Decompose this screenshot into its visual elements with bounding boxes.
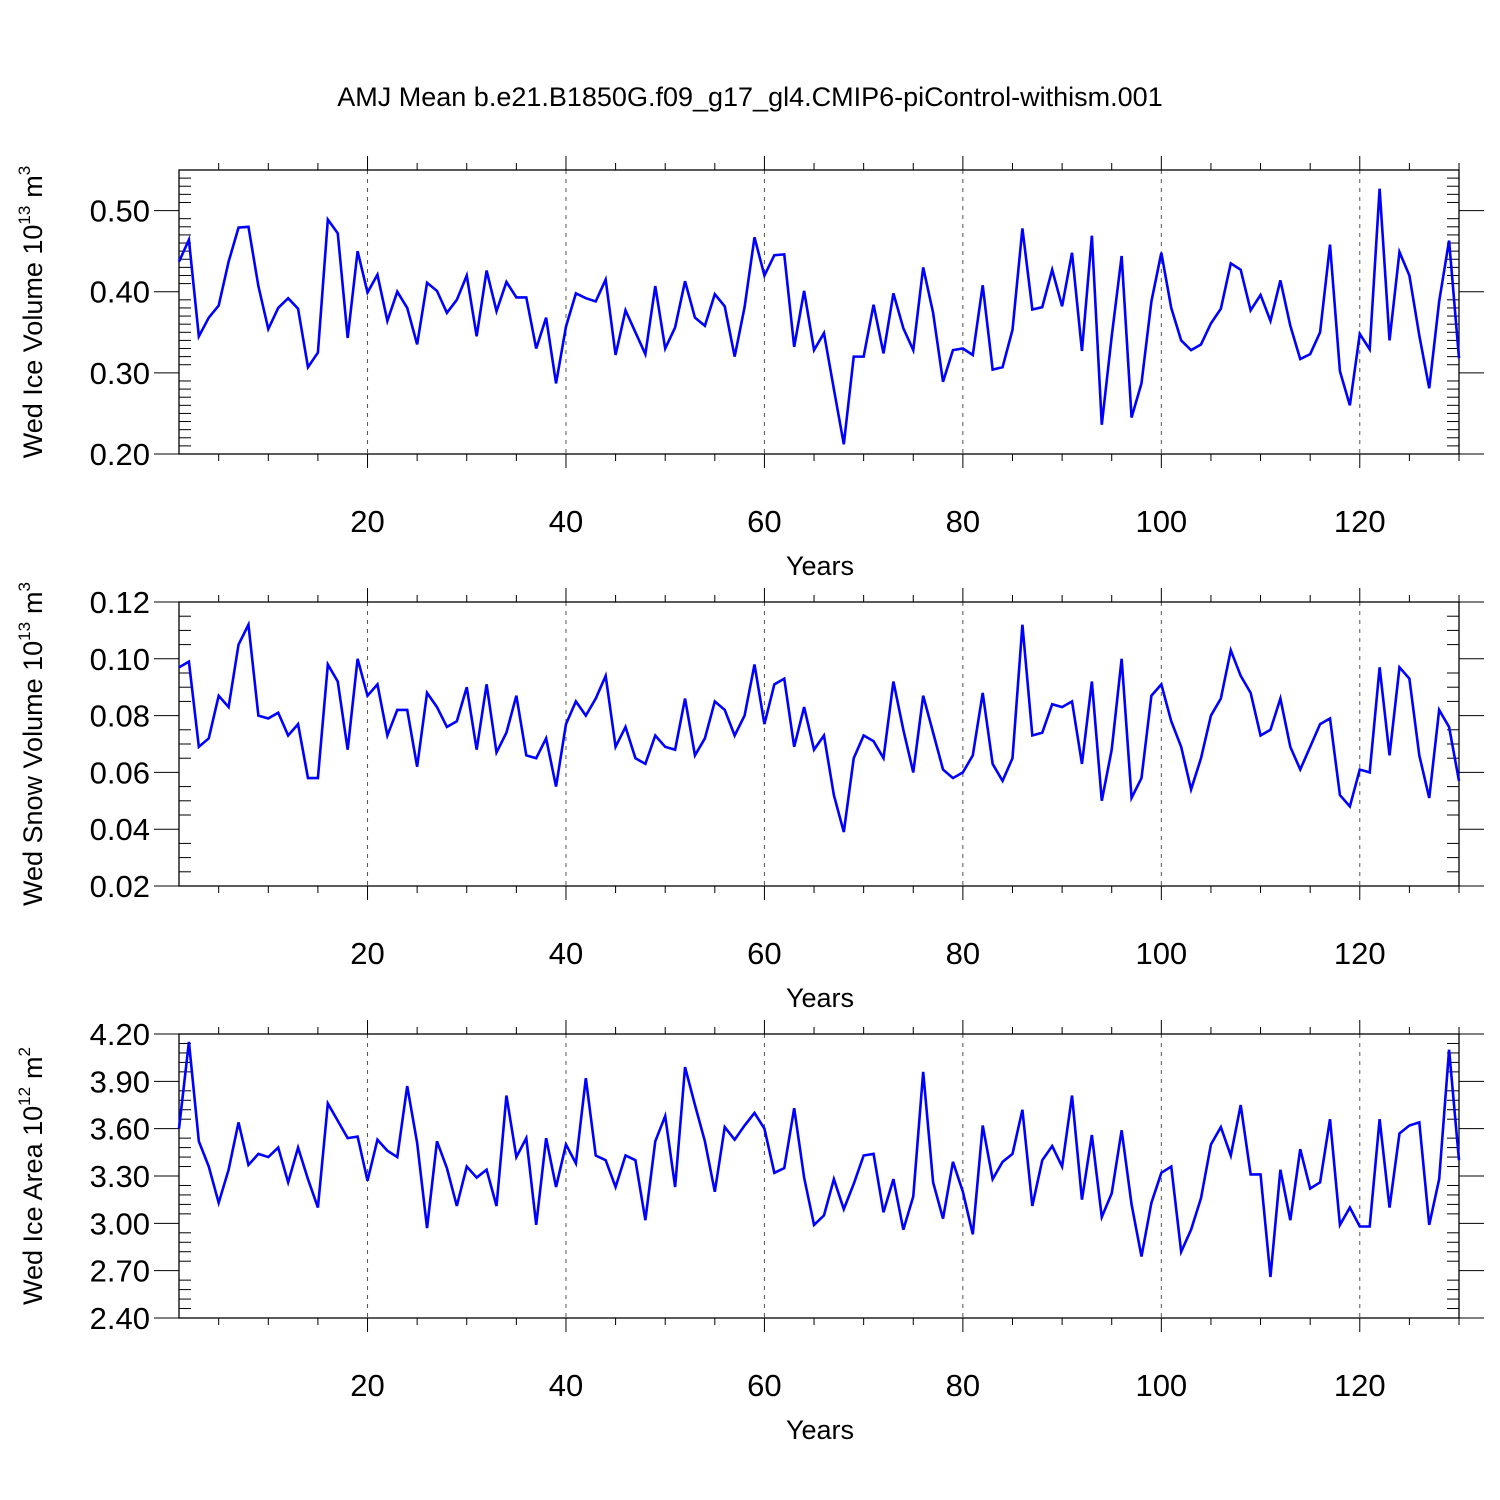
x-tick-label: 60: [747, 504, 781, 539]
x-tick-label: 120: [1334, 504, 1386, 539]
plot-frame: [178, 1033, 1460, 1319]
y-tick-label: 0.04: [90, 812, 150, 847]
y-tick-label: 2.70: [90, 1254, 150, 1289]
x-tick-label: 80: [946, 936, 980, 971]
plot-frame: [178, 169, 1460, 455]
y-tick-label: 0.08: [90, 699, 150, 734]
y-tick-label: 0.12: [90, 585, 150, 620]
x-tick-label: 100: [1135, 936, 1187, 971]
panel-snow-volume: 20 40 60 80 100 120 0.02 0.04 0.06 0.08 0.10 0.12 Ye…: [15, 582, 1484, 1013]
x-tick-label: 100: [1135, 1368, 1187, 1403]
x-tick-label: 60: [747, 1368, 781, 1403]
y-tick-label: 0.30: [90, 356, 150, 391]
series-line-2: [177, 1041, 1461, 1278]
x-tick-label: 80: [946, 1368, 980, 1403]
y-tick-label: 3.30: [90, 1159, 150, 1194]
x-tick-label: 100: [1135, 504, 1187, 539]
y-tick-label: 0.50: [90, 194, 150, 229]
y-axis-label: Wed Ice Volume 1013m3: [15, 166, 48, 459]
y-tick-label: 0.20: [90, 437, 150, 472]
y-tick-label: 3.90: [90, 1064, 150, 1099]
series-line-1: [178, 620, 1461, 833]
x-tick-label: 120: [1334, 936, 1386, 971]
x-axis-label: Years: [786, 983, 854, 1013]
y-tick-label: 4.20: [90, 1017, 150, 1052]
y-axis-label: Wed Snow Volume 1013m3: [15, 582, 48, 906]
x-tick-label: 40: [549, 504, 583, 539]
x-tick-label: 20: [350, 1368, 384, 1403]
y-tick-label: 3.00: [90, 1206, 150, 1241]
panel-ice-area: 20 40 60 80 100 120 2.40 2.70 3.00 3.30 3.60 3.90 4.…: [15, 1017, 1484, 1445]
panel-ice-volume: 20 40 60 80 100 120 0.20 0.30 0.40 0.50 Years Wed I…: [15, 156, 1484, 581]
x-axis-label: Years: [786, 1415, 854, 1445]
y-axis-label: Wed Ice Area 1012m2: [15, 1047, 48, 1305]
y-tick-label: 3.60: [90, 1112, 150, 1147]
x-tick-label: 20: [350, 936, 384, 971]
y-tick-label: 0.10: [90, 642, 150, 677]
y-tick-label: 0.02: [90, 869, 150, 904]
x-tick-label: 40: [549, 1368, 583, 1403]
y-tick-label: 2.40: [90, 1301, 150, 1336]
plot-frame: [178, 601, 1460, 887]
x-axis-label: Years: [786, 551, 854, 581]
x-tick-label: 120: [1334, 1368, 1386, 1403]
x-tick-label: 20: [350, 504, 384, 539]
x-tick-label: 80: [946, 504, 980, 539]
figure-title: AMJ Mean b.e21.B1850G.f09_g17_gl4.CMIP6-…: [337, 82, 1162, 112]
y-tick-label: 0.06: [90, 755, 150, 790]
x-tick-label: 60: [747, 936, 781, 971]
y-tick-label: 0.40: [90, 275, 150, 310]
series-line-0: [177, 188, 1461, 445]
x-tick-label: 40: [549, 936, 583, 971]
